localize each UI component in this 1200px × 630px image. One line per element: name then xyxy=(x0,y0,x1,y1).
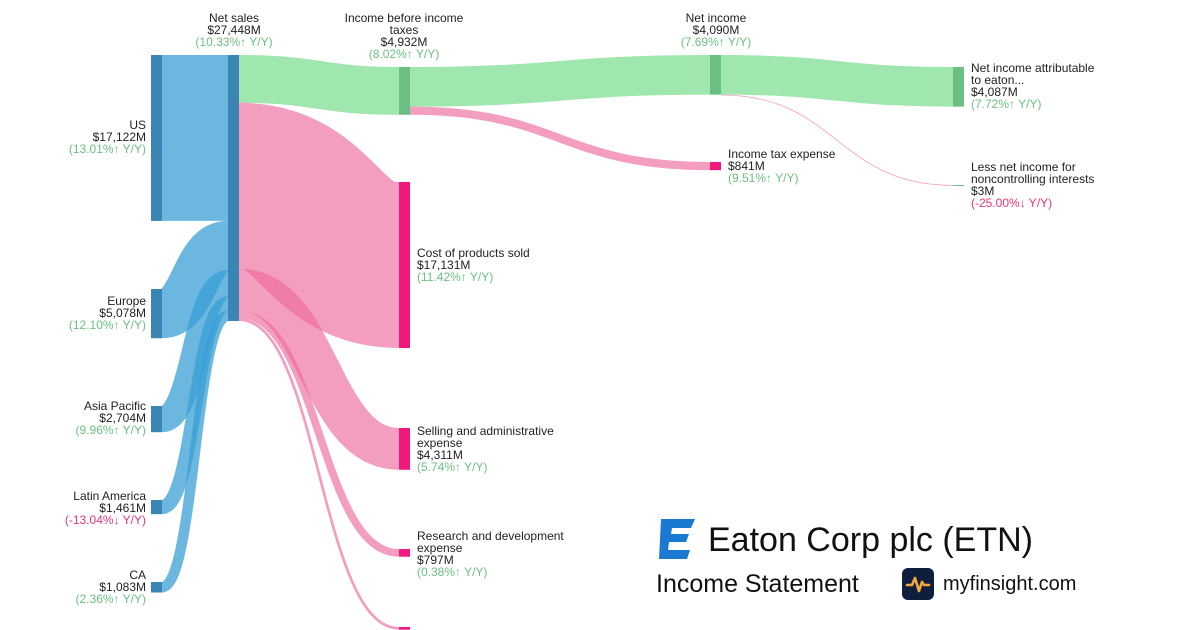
link-ibt-to-netincome xyxy=(409,54,711,107)
label-latam-change: (-13.04%↓ Y/Y) xyxy=(64,513,146,527)
link-netincome-to-nci xyxy=(720,94,954,186)
node-netsales xyxy=(228,55,239,321)
label-rnd: Research and development expense $797M (0.… xyxy=(417,530,587,578)
eaton-e-logo-icon xyxy=(659,519,695,559)
label-nci: Less net income for noncontrolling inter… xyxy=(971,161,1121,209)
link-asia-to-netsales xyxy=(158,270,232,433)
link-latam-to-netsales xyxy=(159,296,231,515)
label-europe-value: $5,078M xyxy=(99,306,146,320)
label-netsales: Net sales $27,448M (10.33%↑ Y/Y) xyxy=(174,12,294,48)
label-asia: Asia Pacific $2,704M (9.96%↑ Y/Y) xyxy=(47,400,146,436)
label-rnd-value: $797M xyxy=(417,553,454,567)
label-attrib-name: Net income attributable to eaton... xyxy=(971,61,1095,87)
node-tax xyxy=(710,162,721,171)
node-sga xyxy=(399,428,410,470)
node-asia xyxy=(151,406,162,433)
label-ibt-name: Income before income taxes xyxy=(344,11,464,37)
node-ibt xyxy=(399,67,410,115)
label-latam: Latin America $1,461M (-13.04%↓ Y/Y) xyxy=(40,490,146,526)
label-nci-name: Less net income for noncontrolling inter… xyxy=(971,160,1095,186)
company-title: Eaton Corp plc (ETN) xyxy=(708,521,1033,559)
label-tax-value: $841M xyxy=(728,159,765,173)
label-ibt-value: $4,932M xyxy=(380,35,428,49)
label-us: US $17,122M (13.01%↑ Y/Y) xyxy=(47,119,146,155)
label-latam-name: Latin America xyxy=(73,489,146,503)
label-netincome-change: (7.69%↑ Y/Y) xyxy=(680,35,752,49)
pulse-icon xyxy=(902,568,934,600)
label-us-name: US xyxy=(129,118,146,132)
label-europe: Europe $5,078M (12.10%↑ Y/Y) xyxy=(47,295,146,331)
node-ca xyxy=(151,582,162,593)
label-cogs: Cost of products sold $17,131M (11.42%↑ Y/… xyxy=(417,247,577,283)
label-netincome-name: Net income xyxy=(685,11,747,25)
label-netsales-name: Net sales xyxy=(208,11,260,25)
label-nci-change: (-25.00%↓ Y/Y) xyxy=(971,196,1053,210)
label-ibt-change: (8.02%↑ Y/Y) xyxy=(368,47,440,61)
node-attrib xyxy=(953,67,964,107)
link-netsales-to-ibt xyxy=(238,54,400,115)
link-netsales-to-other xyxy=(238,318,400,630)
link-netsales-to-rnd xyxy=(238,310,400,557)
label-rnd-change: (0.38%↑ Y/Y) xyxy=(417,565,488,579)
label-latam-value: $1,461M xyxy=(99,501,146,515)
label-nci-value: $3M xyxy=(971,184,995,198)
label-netsales-change: (10.33%↑ Y/Y) xyxy=(195,35,273,49)
label-ca-value: $1,083M xyxy=(99,580,146,594)
label-ca-change: (2.36%↑ Y/Y) xyxy=(75,592,146,606)
label-netincome: Net income $4,090M (7.69%↑ Y/Y) xyxy=(656,12,776,48)
label-asia-name: Asia Pacific xyxy=(83,399,146,413)
node-rnd xyxy=(399,549,410,557)
label-rnd-name: Research and development expense xyxy=(417,529,564,555)
link-europe-to-netsales xyxy=(157,220,233,339)
label-sga-value: $4,311M xyxy=(417,448,463,462)
label-attrib-value: $4,087M xyxy=(971,85,1018,99)
sankey-links xyxy=(157,54,954,630)
label-tax: Income tax expense $841M (9.51%↑ Y/Y) xyxy=(728,148,878,184)
label-us-change: (13.01%↑ Y/Y) xyxy=(68,142,146,156)
label-europe-name: Europe xyxy=(107,294,146,308)
node-nci xyxy=(953,185,964,186)
sankey-nodes xyxy=(151,55,964,630)
label-netincome-value: $4,090M xyxy=(692,23,740,37)
label-ibt: Income before income taxes $4,932M (8.02%↑… xyxy=(334,12,474,60)
label-ca-name: CA xyxy=(129,568,146,582)
node-latam xyxy=(151,500,162,515)
label-us-value: $17,122M xyxy=(92,130,146,144)
label-cogs-change: (11.42%↑ Y/Y) xyxy=(417,270,494,284)
node-cogs xyxy=(399,182,410,348)
label-cogs-name: Cost of products sold xyxy=(417,246,530,260)
brand-block: Eaton Corp plc (ETN) Income Statement my… xyxy=(656,515,1186,625)
node-europe xyxy=(151,289,162,339)
label-sga: Selling and administrative expense $4,311… xyxy=(417,425,577,473)
link-netsales-to-cogs xyxy=(233,102,405,348)
statement-subtitle: Income Statement xyxy=(656,570,859,598)
node-other xyxy=(399,627,410,630)
link-netsales-to-sga xyxy=(236,268,402,470)
label-tax-change: (9.51%↑ Y/Y) xyxy=(728,171,799,185)
link-ibt-to-tax xyxy=(409,106,711,171)
label-attrib-change: (7.72%↑ Y/Y) xyxy=(971,97,1042,111)
link-ca-to-netsales xyxy=(159,310,231,593)
label-attrib: Net income attributable to eaton... $4,08… xyxy=(971,62,1101,110)
link-netincome-to-attrib xyxy=(720,55,954,107)
node-netincome xyxy=(710,55,721,95)
label-sga-change: (5.74%↑ Y/Y) xyxy=(417,460,488,474)
label-cogs-value: $17,131M xyxy=(417,258,471,272)
node-us xyxy=(151,55,162,221)
label-europe-change: (12.10%↑ Y/Y) xyxy=(68,318,146,332)
site-name: myfinsight.com xyxy=(943,573,1077,595)
label-ca: CA $1,083M (2.36%↑ Y/Y) xyxy=(47,569,146,605)
label-asia-value: $2,704M xyxy=(99,411,146,425)
label-sga-name: Selling and administrative expense xyxy=(417,424,554,450)
label-netsales-value: $27,448M xyxy=(207,23,261,37)
label-asia-change: (9.96%↑ Y/Y) xyxy=(75,423,146,437)
label-tax-name: Income tax expense xyxy=(728,147,836,161)
